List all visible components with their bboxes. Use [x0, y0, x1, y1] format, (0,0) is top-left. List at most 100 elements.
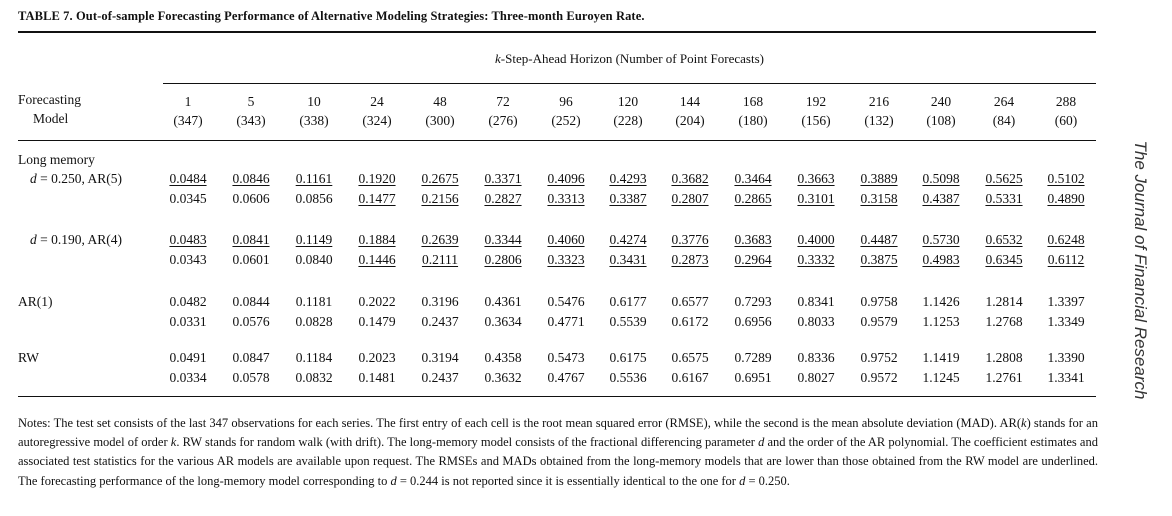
- horizon-value: 192: [805, 94, 827, 109]
- rmse-cell: 0.4060: [547, 232, 585, 247]
- mad-cell: 0.9572: [860, 370, 898, 385]
- mad-cell: 1.2768: [985, 314, 1023, 329]
- rmse-cell: 0.4358: [484, 350, 522, 365]
- mad-cell: 0.0578: [232, 370, 270, 385]
- column-header-rule: [18, 140, 1096, 141]
- rmse-cell: 0.8336: [797, 350, 835, 365]
- rmse-cell: 0.7293: [734, 294, 772, 309]
- mad-cell: 0.2437: [421, 370, 459, 385]
- rmse-cell: 0.0841: [232, 232, 270, 247]
- column-header-96: 96 (252): [534, 92, 598, 130]
- rmse-cell: 0.0491: [169, 350, 207, 365]
- rmse-cell: 0.2022: [358, 294, 396, 309]
- stub-header-line1: Forecasting: [18, 92, 81, 107]
- forecast-count: (300): [425, 113, 455, 128]
- mad-cell: 1.3349: [1047, 314, 1085, 329]
- horizon-value: 1: [184, 94, 192, 109]
- rmse-cell: 0.6575: [671, 350, 709, 365]
- rmse-cell: 0.5476: [547, 294, 585, 309]
- mad-cell: 0.0840: [295, 252, 333, 267]
- rmse-cell: 0.7289: [734, 350, 772, 365]
- rmse-cell: 0.4293: [609, 171, 647, 186]
- horizon-k: k: [495, 51, 501, 66]
- rmse-cell: 0.1184: [295, 350, 333, 365]
- rmse-cell: 0.0844: [232, 294, 270, 309]
- mad-cell: 0.6951: [734, 370, 772, 385]
- mad-cell: 0.0601: [232, 252, 270, 267]
- column-header-48: 48 (300): [408, 92, 472, 130]
- column-header-168: 168 (180): [721, 92, 785, 130]
- top-rule: [18, 31, 1096, 33]
- mad-cell: 0.0343: [169, 252, 207, 267]
- mad-cell: 0.0331: [169, 314, 207, 329]
- rmse-cell: 0.4487: [860, 232, 898, 247]
- rmse-cell: 1.1426: [922, 294, 960, 309]
- mad-cell: 0.2865: [734, 191, 772, 206]
- mad-cell: 0.2806: [484, 252, 522, 267]
- mad-cell: 0.2111: [421, 252, 459, 267]
- mad-cell: 0.3313: [547, 191, 585, 206]
- rmse-cell: 0.0482: [169, 294, 207, 309]
- row-label: d = 0.250, AR(5): [30, 171, 122, 186]
- horizon-value: 120: [617, 94, 639, 109]
- mad-cell: 0.2873: [671, 252, 709, 267]
- mad-cell: 0.5331: [985, 191, 1023, 206]
- forecast-count: (180): [738, 113, 768, 128]
- mad-cell: 0.4767: [547, 370, 585, 385]
- rmse-cell: 0.3682: [671, 171, 709, 186]
- rmse-cell: 0.8341: [797, 294, 835, 309]
- mad-cell: 0.4890: [1047, 191, 1085, 206]
- table-title: TABLE 7. Out-of-sample Forecasting Perfo…: [18, 9, 645, 23]
- mad-cell: 0.3158: [860, 191, 898, 206]
- column-header-240: 240 (108): [909, 92, 973, 130]
- mad-cell: 0.3323: [547, 252, 585, 267]
- mad-cell: 0.6345: [985, 252, 1023, 267]
- rmse-cell: 0.5473: [547, 350, 585, 365]
- forecast-count: (347): [173, 113, 203, 128]
- rmse-cell: 0.3344: [484, 232, 522, 247]
- mad-cell: 0.3632: [484, 370, 522, 385]
- column-header-264: 264 (84): [972, 92, 1036, 130]
- forecast-count: (252): [551, 113, 581, 128]
- forecast-count: (324): [362, 113, 392, 128]
- rmse-cell: 0.1884: [358, 232, 396, 247]
- rmse-cell: 0.9758: [860, 294, 898, 309]
- rmse-cell: 0.2675: [421, 171, 459, 186]
- forecast-count: (228): [613, 113, 643, 128]
- mad-cell: 0.0576: [232, 314, 270, 329]
- column-header-120: 120 (228): [596, 92, 660, 130]
- mad-cell: 0.0856: [295, 191, 333, 206]
- mad-cell: 0.4387: [922, 191, 960, 206]
- mad-cell: 0.0828: [295, 314, 333, 329]
- mad-cell: 0.2827: [484, 191, 522, 206]
- row-label: AR(1): [18, 294, 53, 309]
- mad-cell: 0.6167: [671, 370, 709, 385]
- rmse-cell: 0.3683: [734, 232, 772, 247]
- rmse-cell: 0.1181: [295, 294, 333, 309]
- horizon-value: 288: [1055, 94, 1077, 109]
- horizon-header: k-Step-Ahead Horizon (Number of Point Fo…: [163, 51, 1096, 67]
- mad-cell: 0.2437: [421, 314, 459, 329]
- mad-cell: 0.3634: [484, 314, 522, 329]
- mad-cell: 0.6172: [671, 314, 709, 329]
- row-label: RW: [18, 350, 40, 365]
- notes-text: Notes: The test set consists of the last…: [18, 416, 1098, 488]
- horizon-header-text: -Step-Ahead Horizon (Number of Point For…: [500, 51, 764, 66]
- rmse-cell: 0.4096: [547, 171, 585, 186]
- stub-header-line2: Model: [33, 111, 69, 126]
- mad-cell: 0.5539: [609, 314, 647, 329]
- rmse-cell: 0.0846: [232, 171, 270, 186]
- mad-cell: 0.5536: [609, 370, 647, 385]
- horizon-value: 10: [307, 94, 321, 109]
- mad-cell: 0.4983: [922, 252, 960, 267]
- mad-cell: 1.2761: [985, 370, 1023, 385]
- forecast-count: (60): [1054, 113, 1078, 128]
- mad-cell: 0.8027: [797, 370, 835, 385]
- mad-cell: 0.3332: [797, 252, 835, 267]
- column-header-288: 288 (60): [1034, 92, 1098, 130]
- rmse-cell: 0.6177: [609, 294, 647, 309]
- mad-cell: 0.6956: [734, 314, 772, 329]
- rmse-cell: 1.3397: [1047, 294, 1085, 309]
- horizon-value: 5: [247, 94, 255, 109]
- rmse-cell: 0.3776: [671, 232, 709, 247]
